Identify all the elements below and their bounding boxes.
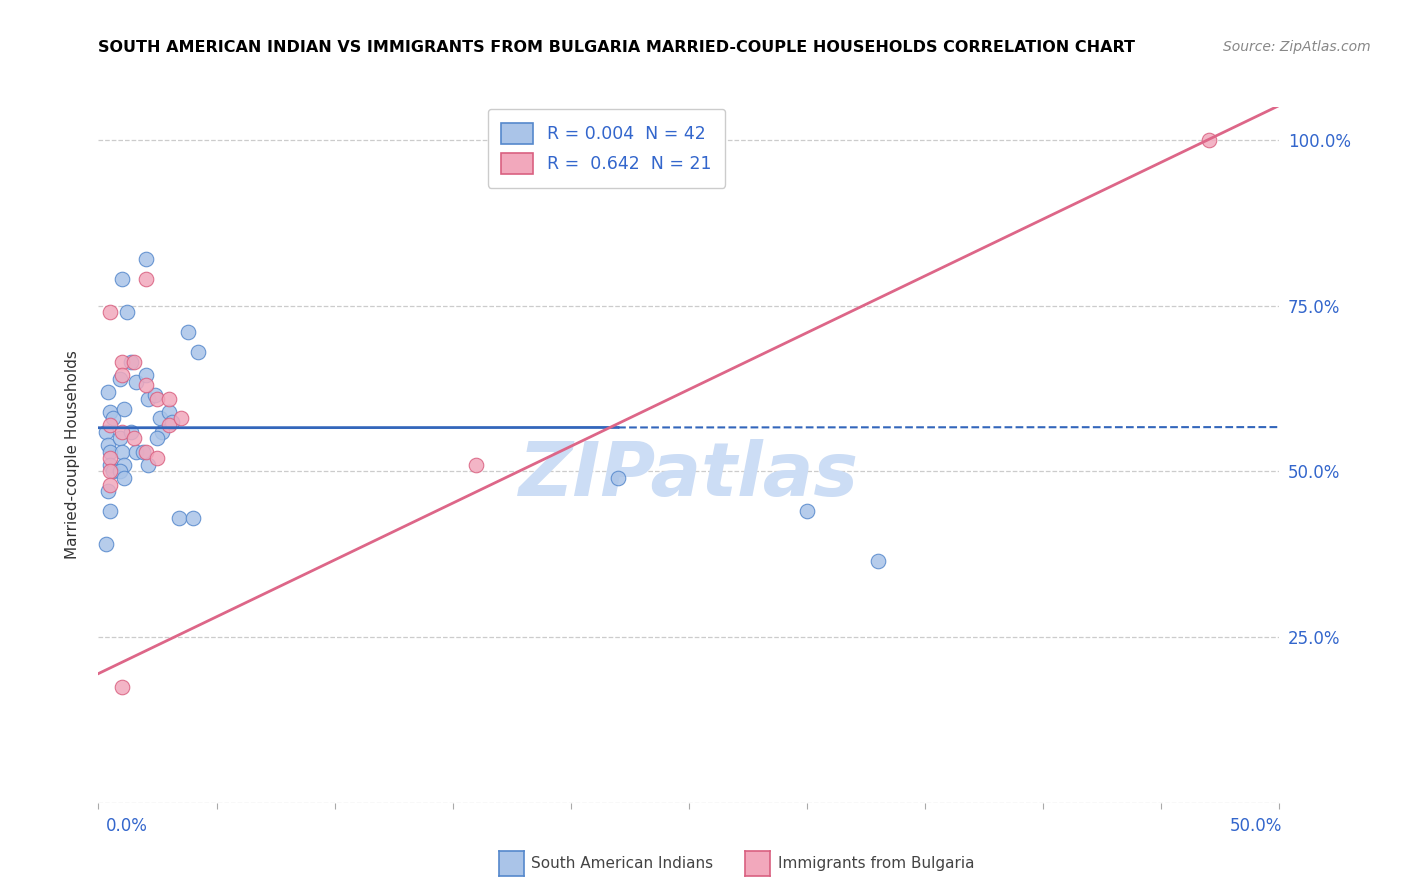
Point	[112, 401, 135, 416]
Point	[101, 465, 124, 479]
Point	[98, 477, 121, 491]
Y-axis label: Married-couple Households: Married-couple Households	[65, 351, 80, 559]
Legend: R = 0.004  N = 42, R =  0.642  N = 21: R = 0.004 N = 42, R = 0.642 N = 21	[488, 109, 725, 187]
Text: SOUTH AMERICAN INDIAN VS IMMIGRANTS FROM BULGARIA MARRIED-COUPLE HOUSEHOLDS CORR: SOUTH AMERICAN INDIAN VS IMMIGRANTS FROM…	[98, 40, 1136, 55]
Point	[465, 458, 488, 472]
Point	[101, 411, 124, 425]
Point	[170, 411, 193, 425]
Point	[108, 431, 131, 445]
Point	[121, 355, 143, 369]
Text: 50.0%: 50.0%	[1230, 817, 1282, 835]
Point	[97, 438, 120, 452]
Point	[111, 444, 134, 458]
Text: Source: ZipAtlas.com: Source: ZipAtlas.com	[1223, 40, 1371, 54]
Point	[177, 326, 200, 340]
Point	[135, 444, 157, 458]
Point	[150, 425, 173, 439]
Point	[157, 405, 180, 419]
Point	[181, 511, 204, 525]
Point	[98, 418, 121, 433]
Point	[112, 471, 135, 485]
Text: 0.0%: 0.0%	[105, 817, 148, 835]
Point	[97, 384, 120, 399]
Point	[136, 392, 159, 406]
Point	[187, 345, 209, 359]
Point	[111, 355, 134, 369]
Point	[98, 451, 121, 466]
Point	[135, 272, 157, 286]
Point	[112, 458, 135, 472]
Point	[135, 252, 157, 267]
Point	[111, 680, 134, 694]
Point	[98, 444, 121, 458]
Point	[167, 511, 190, 525]
Point	[111, 368, 134, 383]
Point	[111, 272, 134, 286]
Point	[157, 418, 180, 433]
Point	[97, 484, 120, 499]
Point	[149, 411, 172, 425]
Point	[146, 451, 169, 466]
Point	[94, 425, 117, 439]
Point	[122, 355, 145, 369]
Point	[115, 305, 138, 319]
Point	[135, 378, 157, 392]
Point	[146, 392, 169, 406]
Point	[146, 431, 169, 445]
Point	[866, 554, 889, 568]
Point	[135, 368, 157, 383]
Point	[132, 444, 155, 458]
Point	[94, 537, 117, 551]
Point	[121, 425, 143, 439]
Point	[125, 444, 148, 458]
Point	[796, 504, 818, 518]
Point	[98, 504, 121, 518]
Point	[125, 375, 148, 389]
Point	[98, 405, 121, 419]
Point	[108, 372, 131, 386]
Text: South American Indians: South American Indians	[531, 856, 714, 871]
Point	[98, 465, 121, 479]
Point	[160, 415, 183, 429]
Point	[122, 431, 145, 445]
Point	[607, 471, 630, 485]
Text: Immigrants from Bulgaria: Immigrants from Bulgaria	[778, 856, 974, 871]
Point	[1198, 133, 1220, 147]
Text: ZIPatlas: ZIPatlas	[519, 439, 859, 512]
Point	[98, 305, 121, 319]
Point	[157, 392, 180, 406]
Point	[98, 458, 121, 472]
Point	[143, 388, 166, 402]
Point	[136, 458, 159, 472]
Point	[108, 465, 131, 479]
Point	[111, 425, 134, 439]
